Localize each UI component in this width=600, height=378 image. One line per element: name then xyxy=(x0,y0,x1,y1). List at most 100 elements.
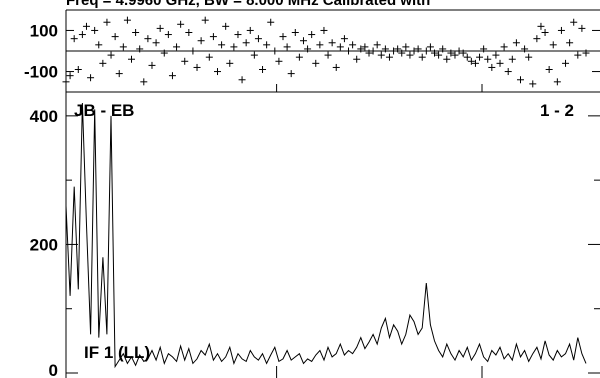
phase-point xyxy=(275,57,283,65)
amplitude-panel: 400 200 0 JB - EB 1 - 2 IF 1 (LL) xyxy=(30,92,600,378)
phase-point xyxy=(471,59,479,67)
phase-point xyxy=(504,68,512,76)
phase-point xyxy=(177,20,185,28)
phase-point xyxy=(516,76,524,84)
phase-point xyxy=(537,22,545,30)
phase-point xyxy=(500,43,508,51)
phase-point xyxy=(254,35,262,43)
phase-point xyxy=(336,43,344,51)
phase-point xyxy=(299,37,307,45)
phase-point xyxy=(332,63,340,71)
amplitude-y-tick-label: 0 xyxy=(49,361,58,378)
phase-point xyxy=(455,47,463,55)
phase-point xyxy=(267,18,275,26)
phase-panel: 100 -100 xyxy=(24,9,600,93)
phase-point xyxy=(340,35,348,43)
phase-point xyxy=(574,51,582,59)
phase-point xyxy=(422,47,430,55)
phase-point xyxy=(226,59,234,67)
phase-point xyxy=(271,47,279,55)
phase-point xyxy=(279,33,287,41)
phase-point xyxy=(148,61,156,69)
if-label: IF 1 (LL) xyxy=(84,343,150,362)
phase-point xyxy=(111,33,119,41)
phase-point xyxy=(283,43,291,51)
amplitude-y-tick-label: 200 xyxy=(30,235,58,254)
phase-point xyxy=(447,49,455,57)
phase-point xyxy=(181,57,189,65)
phase-point xyxy=(78,31,86,39)
phase-y-tick-label: 100 xyxy=(30,21,58,40)
phase-point xyxy=(304,45,312,53)
phase-point xyxy=(82,22,90,30)
phase-point xyxy=(398,49,406,57)
phase-point xyxy=(533,35,541,43)
phase-point xyxy=(521,45,529,53)
phase-point xyxy=(484,55,492,63)
phase-point xyxy=(132,29,140,36)
phase-point xyxy=(70,35,78,43)
phase-point xyxy=(91,26,99,34)
phase-point xyxy=(107,51,115,59)
phase-point xyxy=(410,47,418,55)
phase-point xyxy=(287,70,295,78)
phase-y-axis: 100 -100 xyxy=(24,21,600,82)
phase-point xyxy=(414,45,422,53)
phase-point xyxy=(459,49,467,57)
phase-point xyxy=(99,59,107,67)
phase-point xyxy=(173,43,181,51)
phase-point xyxy=(373,41,381,49)
phase-point xyxy=(185,29,193,36)
amplitude-series-line xyxy=(65,102,587,369)
phase-point xyxy=(87,74,95,82)
phase-point xyxy=(74,66,82,73)
phase-point xyxy=(324,51,332,59)
phase-point xyxy=(213,68,221,76)
phase-point xyxy=(578,24,586,32)
phase-point xyxy=(295,53,303,61)
phase-point xyxy=(545,66,553,73)
phase-point xyxy=(246,26,254,34)
amplitude-y-tick-label: 400 xyxy=(30,107,58,126)
phase-point xyxy=(394,45,402,53)
phase-point xyxy=(369,47,377,55)
baseline-label: JB - EB xyxy=(74,101,134,120)
phase-point xyxy=(365,49,373,57)
phase-point xyxy=(361,43,369,51)
phase-point xyxy=(390,47,398,55)
phase-point xyxy=(357,45,365,53)
phase-point xyxy=(160,49,168,57)
phase-point xyxy=(345,47,353,55)
phase-point xyxy=(193,63,201,71)
phase-point xyxy=(308,31,316,39)
phase-point xyxy=(218,41,226,49)
phase-point xyxy=(402,43,410,51)
phase-point xyxy=(549,41,557,49)
phase-point xyxy=(123,16,131,24)
phase-point xyxy=(119,43,127,51)
phase-point xyxy=(439,45,447,53)
phase-point xyxy=(66,72,74,80)
amplitude-y-axis: 400 200 0 xyxy=(30,107,600,378)
phase-point xyxy=(426,43,434,51)
phase-point xyxy=(230,43,238,51)
phase-point xyxy=(377,51,385,59)
phase-point xyxy=(582,49,590,57)
phase-point xyxy=(242,39,250,47)
phase-point xyxy=(205,53,213,61)
phase-point xyxy=(168,72,176,80)
phase-point xyxy=(250,51,258,59)
phase-point xyxy=(541,29,549,36)
phase-point xyxy=(467,57,475,65)
phase-point xyxy=(62,78,70,86)
phase-point xyxy=(259,66,267,73)
phase-point xyxy=(476,53,484,61)
amplitude-x-ticks xyxy=(276,366,483,378)
phase-point xyxy=(496,59,504,67)
phase-point xyxy=(512,39,520,47)
phase-point xyxy=(115,70,123,78)
phase-point xyxy=(103,18,111,26)
phase-point xyxy=(320,26,328,34)
phase-point xyxy=(136,45,144,53)
